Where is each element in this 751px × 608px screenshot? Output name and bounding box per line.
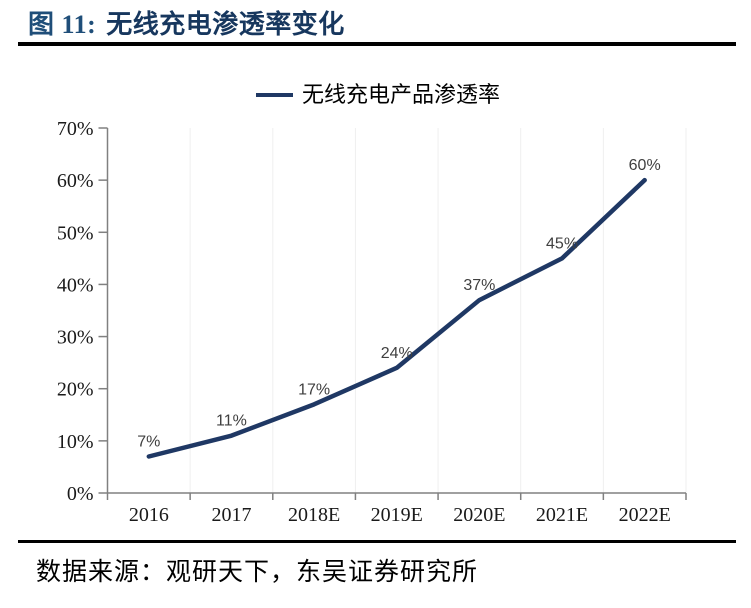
figure-title-text: 无线充电渗透率变化 [106,10,345,39]
data-point-label: 7% [137,434,160,451]
y-tick-label: 50% [57,222,94,244]
y-tick-label: 30% [57,327,94,349]
y-tick-label: 0% [67,483,94,505]
data-point-label: 60% [629,157,661,174]
y-tick-label: 60% [57,170,94,192]
y-tick-label: 70% [57,118,94,140]
data-source: 数据来源：观研天下，东吴证券研究所 [36,559,479,586]
data-point-label: 45% [546,235,578,252]
data-point-label: 37% [463,277,495,294]
legend-label: 无线充电产品渗透率 [302,82,501,107]
x-tick-label: 2016 [129,504,169,526]
x-tick-label: 2020E [453,504,505,526]
series-line [146,177,647,459]
y-tick-label: 10% [57,431,94,453]
footer-divider [18,540,736,543]
title-divider [18,42,736,46]
data-point-label: 11% [216,413,247,430]
x-tick-label: 2017 [211,504,251,526]
x-tick-label: 2019E [371,504,423,526]
x-tick-label: 2018E [288,504,340,526]
legend-line-swatch [256,93,293,98]
chart-legend: 无线充电产品渗透率 [256,82,500,108]
figure-number: 图 11: [28,10,97,39]
x-tick-label: 2021E [536,504,588,526]
x-tick-label: 2022E [619,504,671,526]
figure-title: 图 11: 无线充电渗透率变化 [28,4,345,41]
y-tick-label: 20% [57,379,94,401]
data-point-label: 17% [298,381,330,398]
data-point-label: 24% [381,345,413,362]
y-tick-label: 40% [57,274,94,296]
